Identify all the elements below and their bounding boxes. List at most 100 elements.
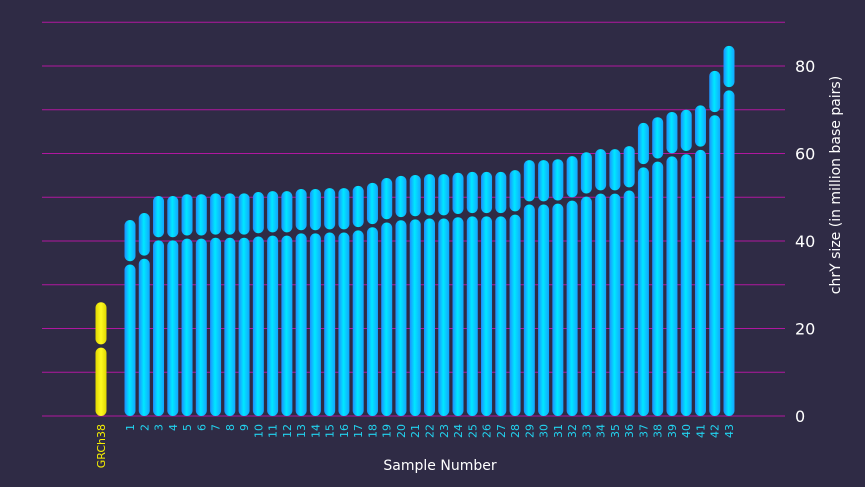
chromosome-arm-p	[381, 178, 393, 220]
x-tick-label: 35	[609, 424, 622, 438]
chromosome-arm-q	[238, 237, 250, 416]
sample-bar	[438, 174, 450, 416]
sample-bar	[167, 195, 179, 416]
chromosome-arm-q	[694, 149, 706, 416]
sample-bar	[709, 70, 721, 416]
x-tick-label: 18	[366, 424, 379, 438]
sample-bar	[523, 160, 535, 416]
sample-bar	[281, 191, 293, 416]
chromosome-arm-q	[595, 193, 607, 416]
x-tick-label: 3	[153, 424, 166, 431]
chromosome-arm-q	[409, 219, 421, 416]
x-tick-label: 37	[637, 424, 650, 438]
x-tick-label: 9	[238, 424, 251, 431]
chromosome-arm-p	[124, 220, 136, 262]
x-tick-label: 10	[252, 424, 265, 438]
x-tick-label: 41	[694, 424, 707, 438]
sample-bar	[566, 156, 578, 416]
sample-bar	[238, 193, 250, 416]
chromosome-arm-p	[352, 185, 364, 228]
chromosome-arm-p	[637, 122, 649, 165]
chromosome-arm-p	[709, 70, 721, 113]
chromosome-arm-q	[210, 237, 222, 416]
sample-bar	[295, 188, 307, 416]
chromosome-arm-q	[324, 232, 336, 416]
chromosome-arm-p	[495, 171, 507, 214]
chromosome-arm-p	[580, 152, 592, 194]
chromosome-arm-p	[438, 174, 450, 216]
sample-bar	[252, 192, 264, 416]
sample-bar	[538, 160, 550, 416]
chromosome-arm-p	[224, 193, 236, 235]
x-tick-label: 21	[409, 424, 422, 438]
x-tick-label: 23	[438, 424, 451, 438]
chromosome-arm-q	[580, 196, 592, 416]
x-tick-label: 14	[309, 424, 322, 438]
x-tick-label: 20	[395, 424, 408, 438]
x-tick-label: 38	[652, 424, 665, 438]
chromosome-arm-p	[652, 117, 664, 159]
x-tick-label: 27	[495, 424, 508, 438]
chromosome-arm-q	[138, 258, 150, 416]
chromosome-arm-p	[723, 45, 735, 88]
chromosome-arm-q	[252, 236, 264, 416]
x-tick-label: 12	[281, 424, 294, 438]
chromosome-arm-q	[338, 232, 350, 416]
sample-bar	[466, 171, 478, 416]
chromosome-arm-p	[466, 171, 478, 214]
chromosome-arm-q	[95, 347, 107, 416]
sample-bar	[409, 174, 421, 416]
chromosome-arm-p	[523, 160, 535, 202]
chromosome-arm-q	[181, 238, 193, 416]
x-tick-label: 8	[224, 424, 237, 431]
sample-bar	[495, 171, 507, 416]
sample-bar	[138, 213, 150, 416]
x-tick-label: 13	[295, 424, 308, 438]
chromosome-arm-p	[509, 170, 521, 212]
chromosome-arm-p	[210, 193, 222, 235]
chromosome-arm-p	[395, 175, 407, 218]
sample-bar	[309, 188, 321, 416]
sample-bar	[509, 170, 521, 416]
chromosome-arm-q	[309, 233, 321, 416]
x-tick-label: 34	[595, 424, 608, 438]
sample-bar	[338, 188, 350, 416]
sample-bar	[452, 172, 464, 416]
x-tick-label: 19	[381, 424, 394, 438]
y-tick-label: 40	[795, 232, 815, 251]
x-tick-label: 28	[509, 424, 522, 438]
chromosome-arm-q	[424, 218, 435, 416]
x-tick-label: 1	[124, 424, 137, 431]
x-tick-label: 22	[424, 424, 437, 438]
chromosome-arm-q	[438, 218, 450, 416]
chromosome-arm-p	[95, 302, 107, 345]
chromosome-arm-q	[395, 220, 407, 416]
sample-bar	[224, 193, 236, 416]
x-tick-label: 33	[580, 424, 593, 438]
chromosome-arm-q	[637, 167, 649, 416]
chromosome-arm-q	[538, 204, 550, 416]
x-tick-label: 25	[466, 424, 479, 438]
sample-bar	[324, 188, 336, 416]
chromosome-arm-p	[195, 194, 207, 236]
sample-bar	[153, 195, 165, 416]
chromosome-arm-p	[309, 188, 321, 231]
chromosome-arm-p	[238, 193, 250, 235]
x-tick-label: 7	[210, 424, 223, 431]
chromosome-arm-q	[652, 161, 664, 416]
chromosome-arm-p	[666, 111, 678, 154]
chromosome-arm-p	[694, 105, 706, 147]
chromosome-arm-q	[566, 200, 578, 416]
chromosome-arm-p	[409, 174, 421, 217]
chromosome-arm-q	[124, 264, 136, 416]
sample-bar	[623, 146, 635, 416]
chromosome-arm-q	[552, 203, 564, 416]
x-tick-label: 29	[523, 424, 536, 438]
sample-bar	[595, 149, 607, 416]
chromosome-arm-p	[153, 195, 165, 238]
sample-bar	[552, 159, 564, 416]
chromosome-arm-q	[680, 154, 692, 416]
sample-bar	[424, 174, 435, 416]
sample-bar	[267, 191, 279, 416]
x-tick-label: 11	[267, 424, 280, 438]
